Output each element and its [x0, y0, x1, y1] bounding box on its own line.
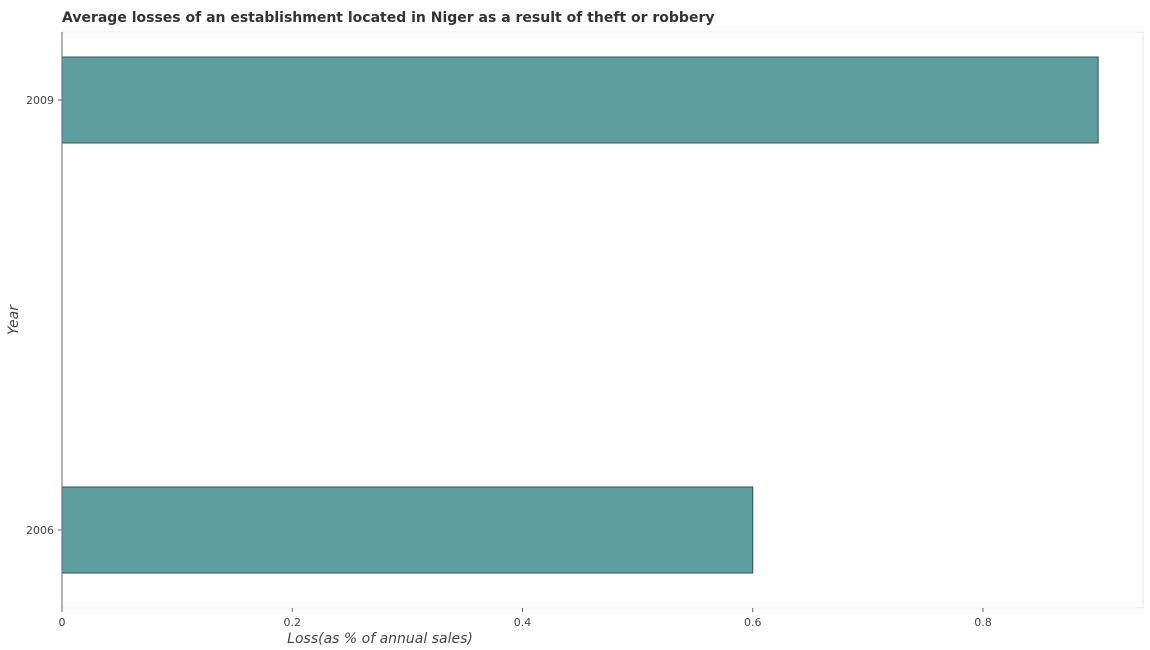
x-tick-label: 0.6: [744, 616, 762, 629]
x-axis-title: Loss(as % of annual sales): [287, 631, 473, 647]
x-tick-label: 0.8: [974, 616, 992, 629]
y-tick-label-2006: 2006: [26, 524, 54, 537]
bar-2009: [61, 56, 1099, 144]
x-tick-label: 0.4: [514, 616, 532, 629]
x-tick-label: 0: [59, 616, 66, 629]
bar-2006: [61, 486, 754, 574]
x-tick-label: 0.2: [284, 616, 302, 629]
chart-title: Average losses of an establishment locat…: [62, 10, 715, 26]
y-tick-label-2009: 2009: [26, 94, 54, 107]
y-axis-title: Year: [6, 304, 22, 335]
